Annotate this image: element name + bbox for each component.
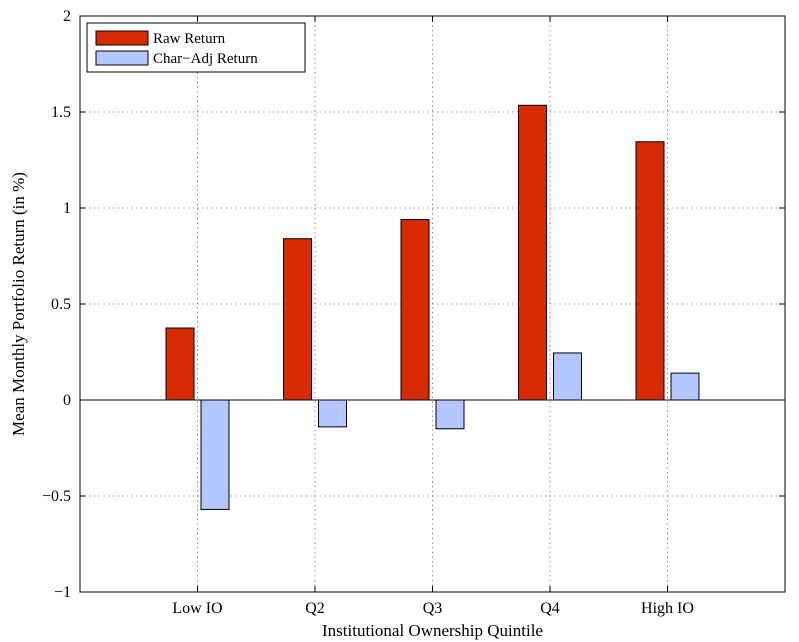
y-tick-label-0: −1 [54,584,71,601]
x-tick-labels: Low IO Q2 Q3 Q4 High IO [172,600,694,617]
x-tick-label-2: Q3 [423,600,443,617]
bar-raw-high-io [635,141,665,401]
bar-char-adj-q2 [318,399,347,428]
bar-raw-q2 [283,238,312,401]
y-axis-label: Mean Monthly Portfolio Return (in %) [9,172,28,436]
y-tick-label-4: 1 [63,200,71,217]
x-tick-label-1: Q2 [305,600,325,617]
x-tick-label-4: High IO [641,600,694,617]
y-tick-label-1: −0.5 [42,488,71,505]
bar-raw-low-io [165,327,195,401]
y-tick-label-6: 2 [63,8,71,25]
bars [165,104,700,510]
y-tick-label-3: 0.5 [51,296,71,313]
bar-char-adj-low-io [200,399,230,510]
y-tick-label-5: 1.5 [51,104,71,121]
x-tick-label-3: Q4 [540,600,560,617]
legend-swatch-0 [95,30,149,46]
legend-swatch-1 [95,50,149,66]
y-tick-label-2: 0 [63,392,71,409]
y-tick-labels: −1 −0.5 0 0.5 1 1.5 2 [42,8,71,601]
legend-label-0: Raw Return [153,31,226,47]
axes [79,15,786,593]
bar-char-adj-high-io [670,372,700,401]
bar-raw-q4 [518,104,547,401]
bar-char-adj-q4 [553,352,582,401]
x-axis-label: Institutional Ownership Quintile [322,621,543,640]
bar-raw-q3 [400,219,430,401]
x-tick-label-0: Low IO [172,600,222,617]
legend: Raw Return Char−Adj Return [86,22,306,73]
legend-label-1: Char−Adj Return [153,51,258,67]
bar-char-adj-q3 [435,399,465,430]
